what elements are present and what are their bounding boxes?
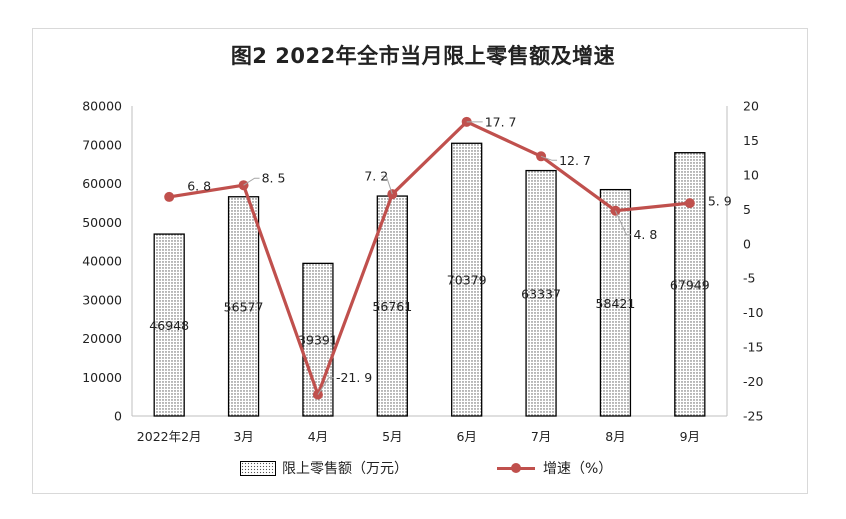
y-right-tick-label: 20 xyxy=(743,99,759,114)
line-data-label: 4. 8 xyxy=(633,227,657,242)
bar xyxy=(227,196,260,417)
bar-data-label: 56577 xyxy=(224,299,264,314)
y-left-tick-label: 0 xyxy=(114,409,122,424)
x-tick-label: 8月 xyxy=(605,429,625,444)
growth-point xyxy=(684,198,695,209)
growth-line xyxy=(168,120,690,397)
line-data-label: 5. 9 xyxy=(708,194,732,209)
bar-data-label: 39391 xyxy=(298,333,338,348)
y-right-tick-label: 5 xyxy=(743,202,751,217)
bar-data-label: 58421 xyxy=(596,296,636,311)
y-left-tick-label: 40000 xyxy=(82,254,122,269)
bar xyxy=(153,233,185,417)
x-tick-label: 5月 xyxy=(382,429,402,444)
y-left-tick-label: 50000 xyxy=(82,215,122,230)
y-right-tick-label: -10 xyxy=(743,305,763,320)
bar-data-label: 56761 xyxy=(372,299,412,314)
y-left-tick-label: 30000 xyxy=(82,292,122,307)
y-right-tick-label: 15 xyxy=(743,133,759,148)
legend-item-bars: 限上零售额（万元） xyxy=(240,458,408,478)
bar xyxy=(376,195,408,417)
line-data-label: -21. 9 xyxy=(336,370,372,385)
bar xyxy=(599,188,632,417)
y-left-tick-label: 20000 xyxy=(82,331,122,346)
x-tick-label: 3月 xyxy=(233,429,253,444)
chart-title: 图2 2022年全市当月限上零售额及增速 xyxy=(230,44,616,68)
y-right-tick-label: -5 xyxy=(743,271,755,286)
label-leader xyxy=(317,377,334,395)
legend-line-label: 增速（%） xyxy=(543,461,613,477)
bar xyxy=(525,169,557,417)
bar-data-label: 46948 xyxy=(149,318,189,333)
x-tick-label: 9月 xyxy=(680,429,700,444)
label-leader xyxy=(381,175,393,195)
bar xyxy=(451,142,483,417)
line-data-label: 12. 7 xyxy=(559,153,591,168)
y-right-tick-label: -25 xyxy=(743,409,763,424)
y-left-tick-label: 10000 xyxy=(82,370,122,385)
label-leader xyxy=(540,155,558,161)
y-right-tick-label: 10 xyxy=(743,167,759,182)
x-tick-label: 4月 xyxy=(308,429,328,444)
line-data-label: 7. 2 xyxy=(364,169,388,184)
bar-data-label: 63337 xyxy=(521,286,561,301)
y-right-tick-label: 0 xyxy=(743,236,751,251)
label-leader xyxy=(243,177,260,186)
line-data-label: 17. 7 xyxy=(485,114,517,129)
bar-data-label: 70379 xyxy=(447,273,487,288)
x-tick-label: 7月 xyxy=(531,429,551,444)
x-tick-label: 2022年2月 xyxy=(137,429,202,444)
y-left-tick-label: 80000 xyxy=(82,99,122,114)
y-left-tick-label: 70000 xyxy=(82,137,122,152)
y-right-tick-label: -15 xyxy=(743,340,763,355)
bar xyxy=(674,152,706,417)
bar-data-label: 67949 xyxy=(670,277,710,292)
y-left-tick-label: 60000 xyxy=(82,176,122,191)
legend-bar-label: 限上零售额（万元） xyxy=(282,461,408,477)
growth-point xyxy=(164,191,175,202)
legend-line-swatch xyxy=(497,461,535,476)
legend-item-line: 增速（%） xyxy=(497,458,612,478)
legend-bar-swatch xyxy=(240,460,276,476)
line-data-label: 8. 5 xyxy=(262,171,286,186)
line-data-label: 6. 8 xyxy=(187,178,211,193)
x-tick-label: 6月 xyxy=(456,429,476,444)
y-right-tick-label: -20 xyxy=(743,374,763,389)
label-leader xyxy=(614,210,632,236)
